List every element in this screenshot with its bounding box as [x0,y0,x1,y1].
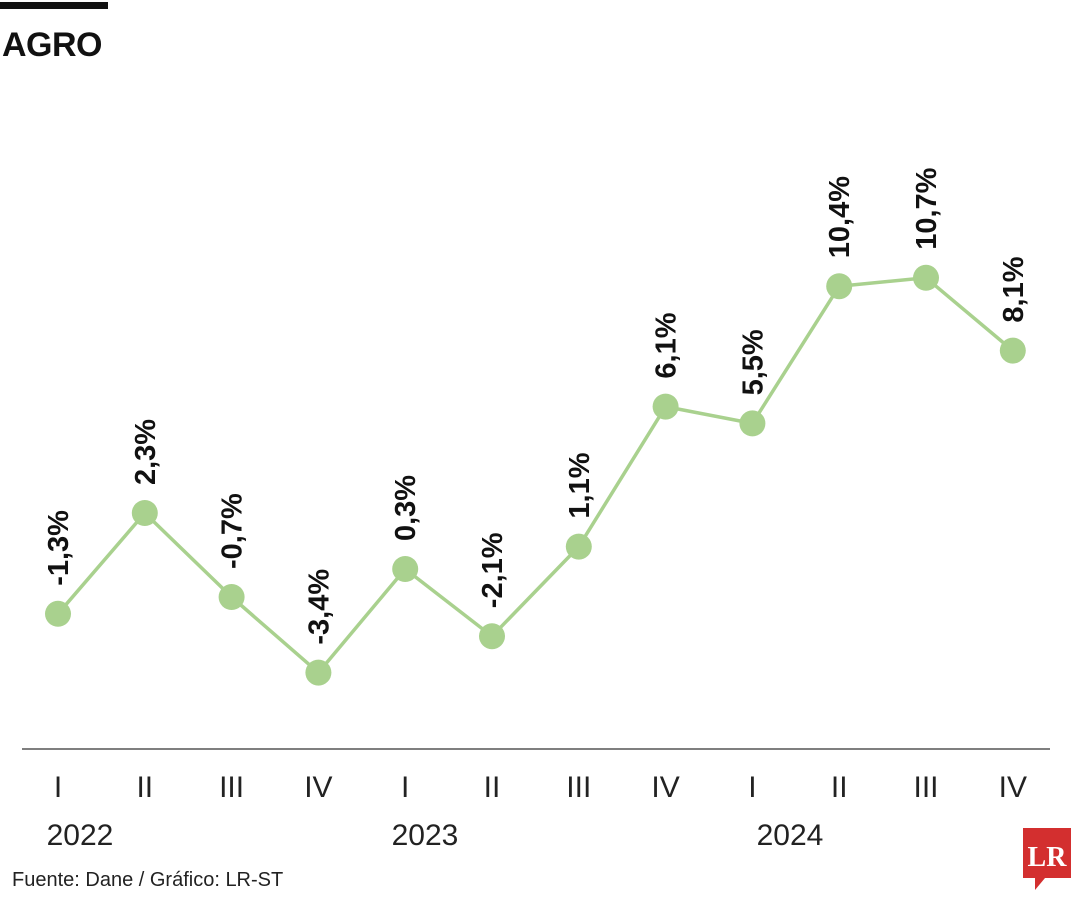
x-tick-label: II [136,771,153,804]
data-label: 5,5% [737,329,769,395]
series-line [56,276,1014,675]
source-note: Fuente: Dane / Gráfico: LR-ST [12,869,284,891]
x-tick-label: III [913,771,938,804]
x-tick-label: II [484,771,501,804]
x-tick-label: III [219,771,244,804]
x-tick-label: IV [651,771,679,804]
year-label: 2024 [757,819,824,852]
x-tick-label: IV [999,771,1027,804]
data-label: -1,3% [43,510,75,586]
data-point [913,264,939,291]
data-label: -0,7% [217,493,249,569]
data-point [479,623,505,650]
x-tick-label: I [401,771,409,804]
data-label: 10,4% [824,176,856,258]
data-label: 8,1% [998,256,1030,322]
data-point [305,659,332,686]
data-label: -3,4% [303,569,335,645]
data-point [131,500,158,526]
data-point [739,410,766,437]
x-tick-label: III [566,771,591,804]
data-point [218,584,245,610]
labels-layer: -1,3% 2,3% -0,7% -3,4% 0,3% -2,1% 1,1% 6,1% 5,5%… [43,167,1030,644]
year-label: 2023 [392,819,459,852]
data-label: 0,3% [390,475,422,541]
x-tick-label: I [748,771,756,804]
data-point [392,556,419,582]
title-rule [0,2,108,9]
data-label: -2,1% [477,532,509,608]
data-point [826,273,853,300]
data-label: 10,7% [911,167,943,249]
data-point [45,600,71,627]
data-point [999,337,1026,364]
data-label: 2,3% [130,419,162,485]
chart-title: AGRO [2,26,103,64]
series-layer [45,264,1026,686]
data-point [652,393,679,420]
x-tick-label: II [831,771,848,804]
svg-text:LR: LR [1028,842,1068,873]
x-tick-label: I [54,771,62,804]
data-label: 6,1% [651,312,683,378]
data-label: 1,1% [564,452,596,518]
year-label: 2022 [47,819,114,852]
x-tick-label: IV [304,771,332,804]
data-point [565,533,592,560]
lr-logo: LR [1023,828,1071,890]
